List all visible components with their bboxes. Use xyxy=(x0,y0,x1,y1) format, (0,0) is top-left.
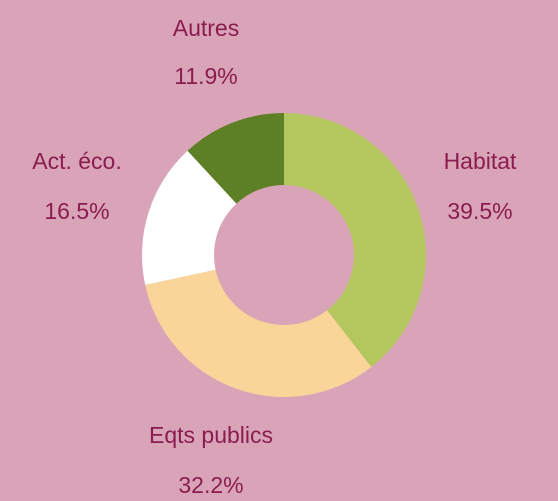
value-label: 32.2% xyxy=(178,472,243,498)
donut-slice xyxy=(284,113,426,367)
value-label: 39.5% xyxy=(447,198,512,224)
donut-slice xyxy=(145,269,372,397)
category-label: Act. éco. xyxy=(32,148,121,174)
value-label: 16.5% xyxy=(44,198,109,224)
donut-slice xyxy=(142,150,237,285)
value-label: 11.9% xyxy=(174,63,238,89)
category-label: Habitat xyxy=(444,148,517,174)
donut-slice xyxy=(187,113,284,204)
category-label: Eqts publics xyxy=(149,422,273,448)
category-label: Autres xyxy=(173,15,239,41)
